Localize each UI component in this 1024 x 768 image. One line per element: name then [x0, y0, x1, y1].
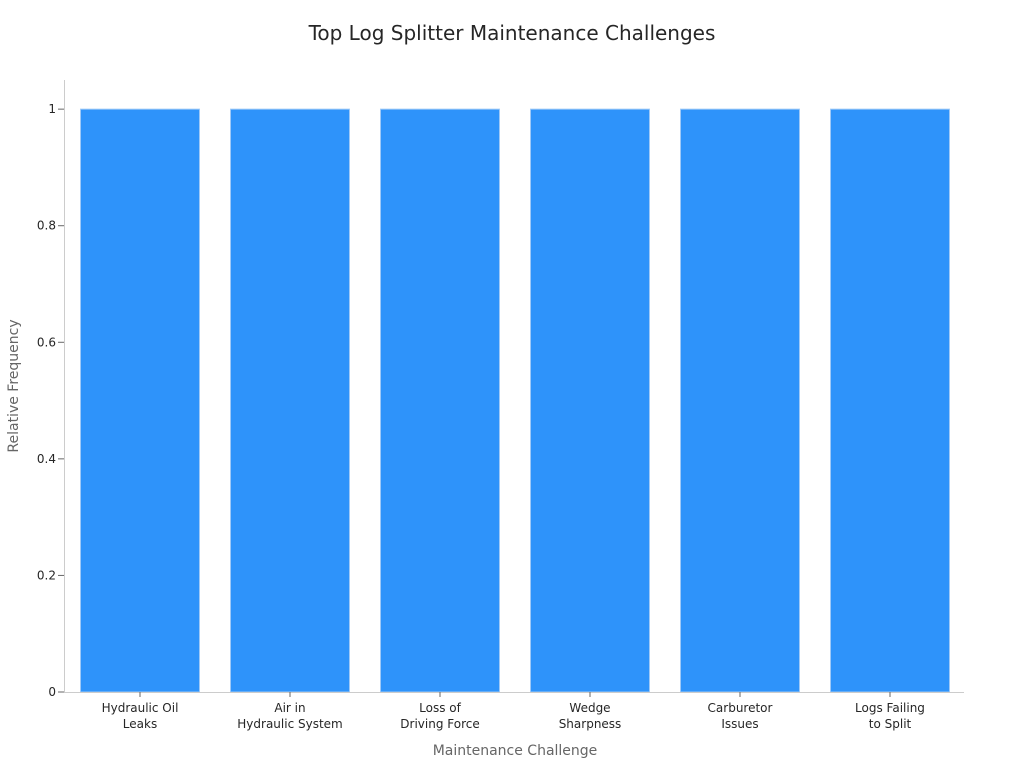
x-tick-label-1: Hydraulic Oil Leaks: [102, 701, 179, 731]
y-tick-label-3: 0.4: [37, 452, 56, 466]
y-ticks-group: 0 0.2 0.4 0.6 0.8 1: [37, 102, 64, 699]
x-tick-label-2: Air in Hydraulic System: [237, 701, 342, 731]
bar-2: [230, 108, 350, 693]
x-tick-label-5: Carburetor Issues: [708, 701, 773, 731]
chart-title: Top Log Splitter Maintenance Challenges: [308, 21, 716, 45]
bar-3: [380, 108, 500, 693]
x-tick-label-6: Logs Failing to Split: [855, 701, 925, 731]
bars-group: [80, 108, 950, 693]
bar-1: [80, 108, 200, 693]
y-tick-label-4: 0.6: [37, 335, 56, 349]
x-tick-label-3: Loss of Driving Force: [400, 701, 479, 731]
y-axis-title: Relative Frequency: [6, 319, 22, 452]
bar-5: [680, 108, 800, 693]
y-tick-label-1: 0: [48, 685, 56, 699]
y-tick-label-5: 0.8: [37, 219, 56, 233]
x-axis-title: Maintenance Challenge: [433, 743, 598, 759]
y-tick-label-2: 0.2: [37, 568, 56, 582]
bar-4: [530, 108, 650, 693]
bar-6: [830, 108, 950, 693]
x-tick-label-4: Wedge Sharpness: [559, 701, 622, 731]
x-ticks-group: Hydraulic Oil Leaks Air in Hydraulic System…: [102, 692, 925, 731]
y-tick-label-6: 1: [48, 102, 56, 116]
